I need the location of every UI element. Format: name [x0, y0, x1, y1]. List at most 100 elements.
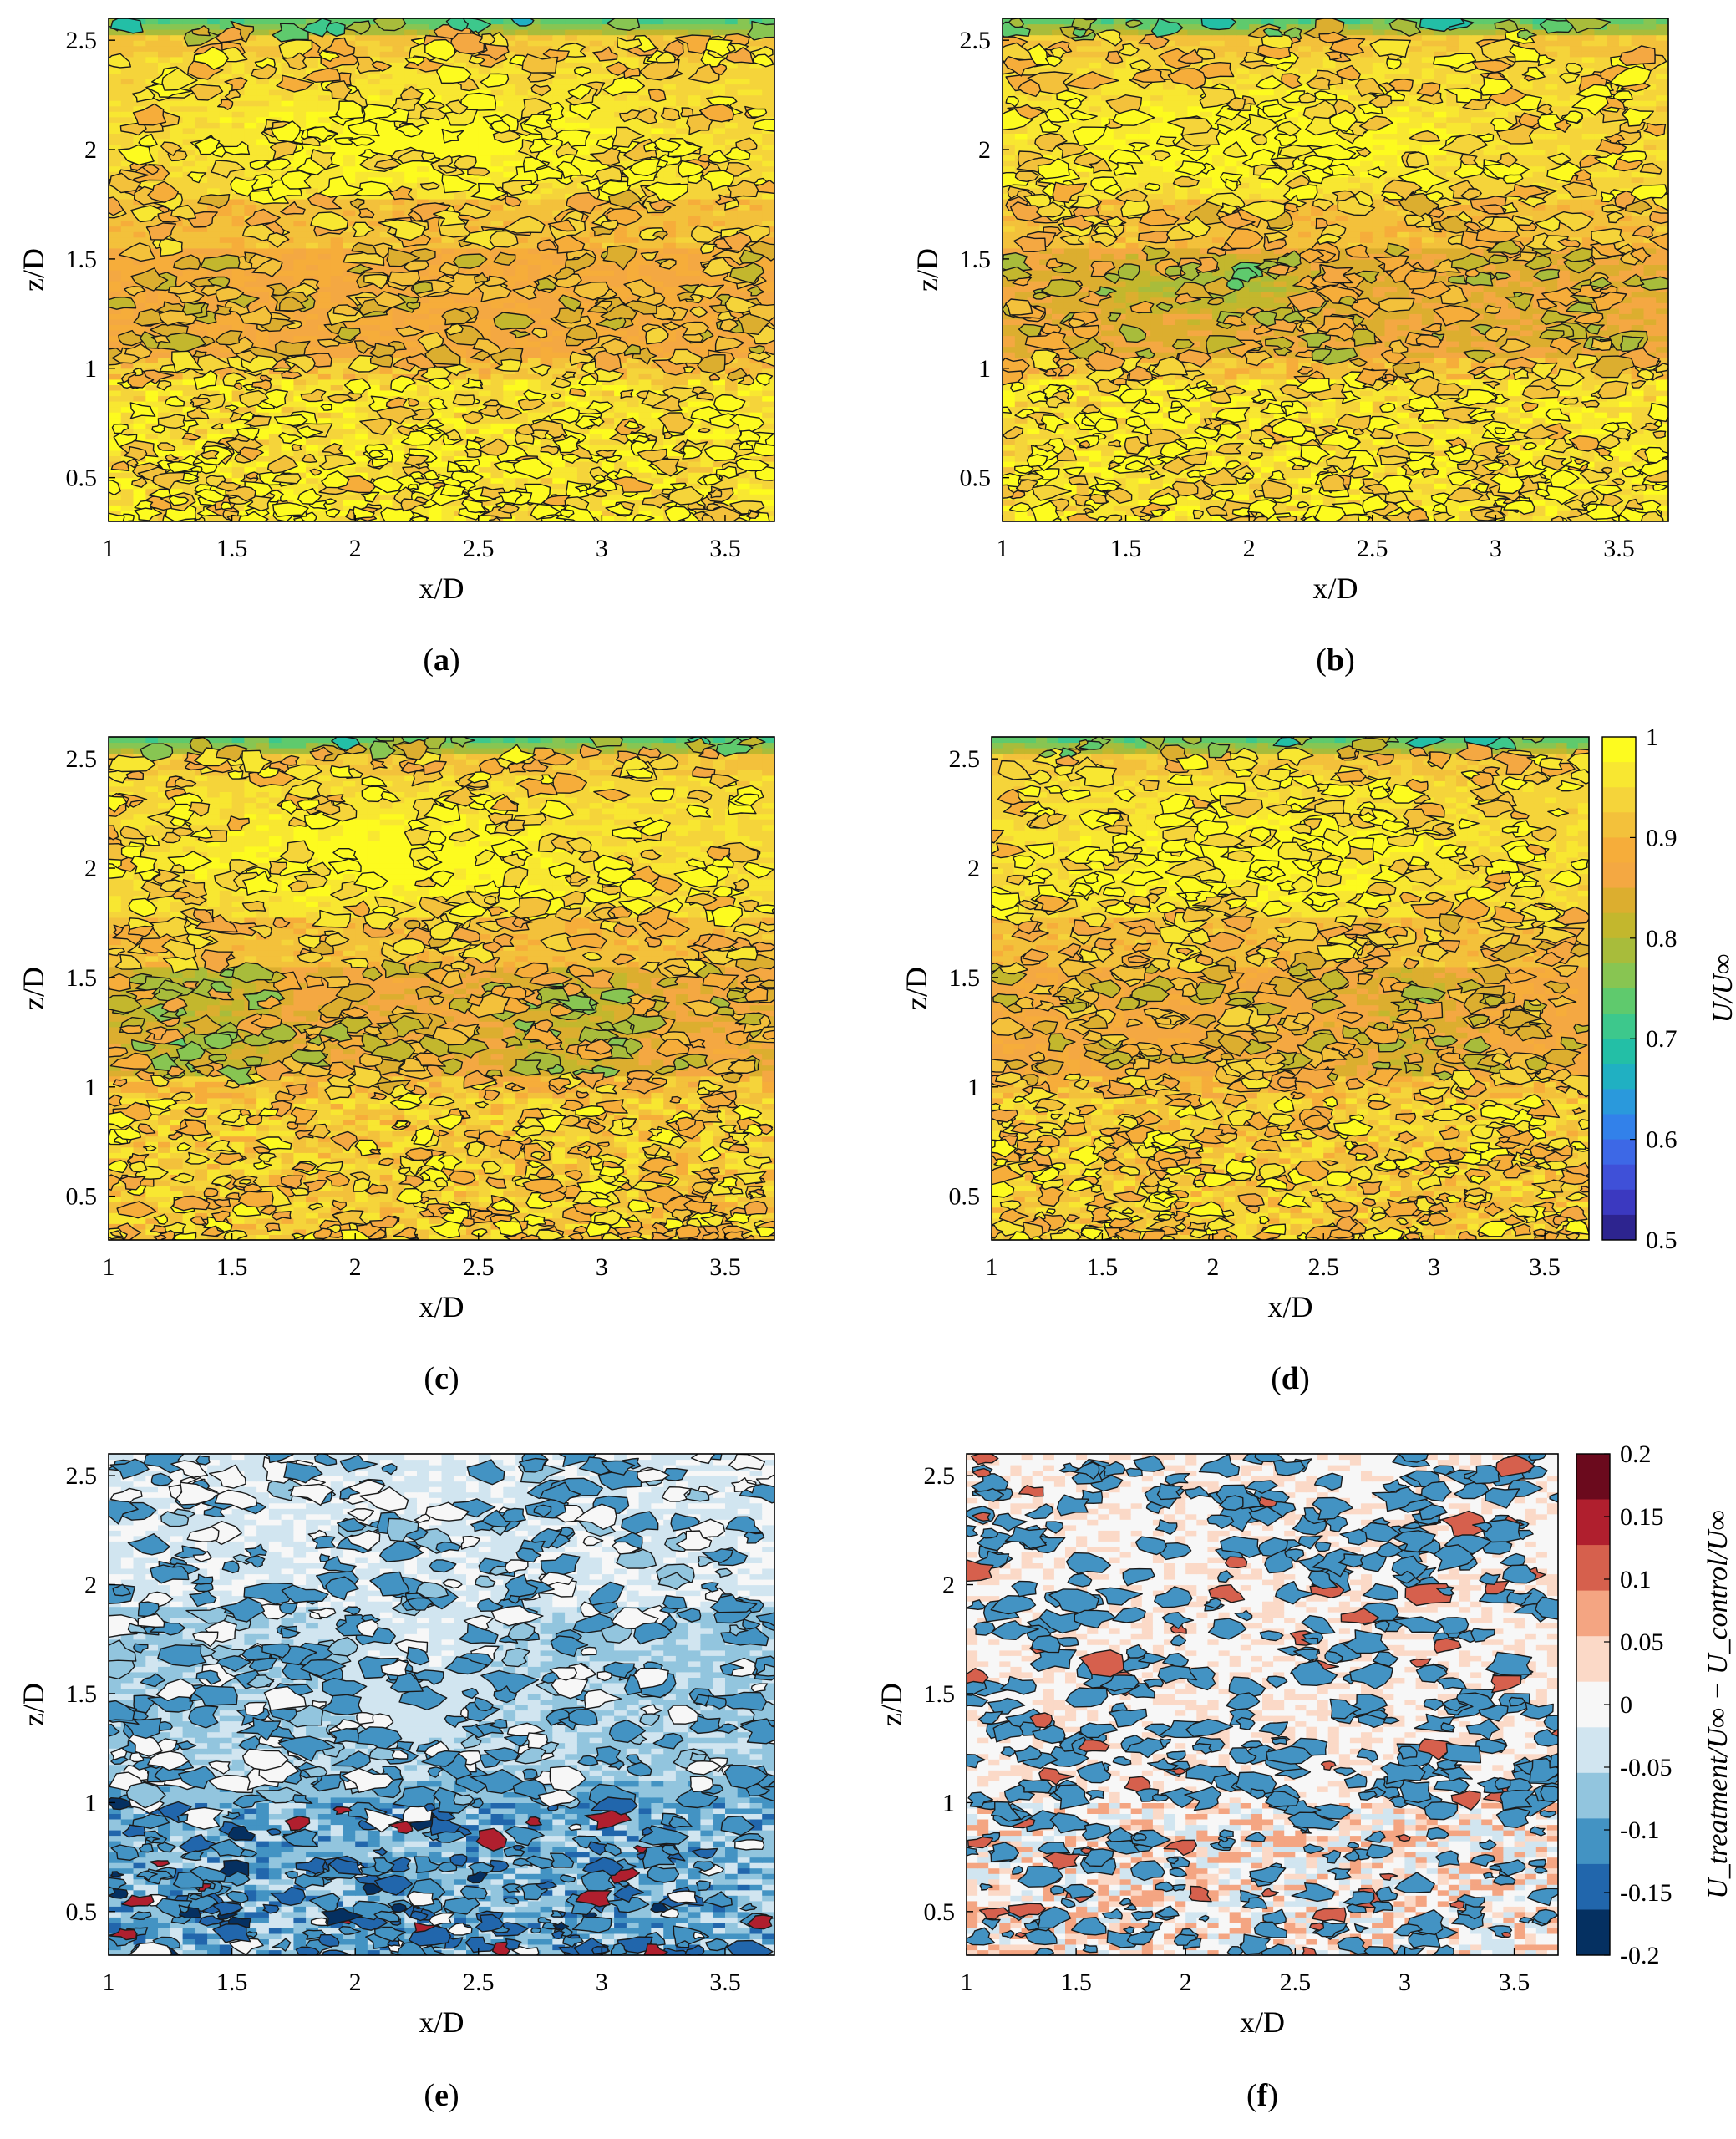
y-tick-label: 0.5 [66, 465, 98, 492]
x-tick-label: 2.5 [1357, 535, 1388, 562]
x-tick-label: 1.5 [1060, 1969, 1092, 1996]
colorbar-swatch [1576, 1636, 1610, 1683]
colorbar-swatch [1602, 762, 1636, 788]
x-tick-label: 2.5 [463, 1253, 495, 1281]
axes-frame [991, 736, 1590, 1241]
y-tick-label: 0.5 [949, 1183, 981, 1211]
y-tick-label: 2 [84, 136, 97, 164]
x-tick-label: 1 [103, 1253, 115, 1281]
colorbar-swatch [1602, 812, 1636, 838]
colorbar-speed: 1 0.9 0.8 0.7 0.6 0.5 U/U∞ [1601, 724, 1736, 1254]
y-axis-label: z/D [17, 967, 50, 1010]
panel-caption-a: (a) [423, 643, 459, 678]
y-axis-label: z/D [900, 967, 933, 1010]
y-tick-label: 2.5 [66, 27, 98, 54]
contour-field-a [109, 18, 774, 521]
x-tick-label: 2.5 [1307, 1253, 1339, 1281]
contour-field-d [992, 737, 1589, 1240]
colorbar-swatch [1602, 1089, 1636, 1115]
x-tick-label: 3 [1490, 535, 1502, 562]
colorbar-swatch [1602, 837, 1636, 863]
y-tick-label: 1.5 [66, 1680, 98, 1708]
y-tick-label: 2.5 [924, 1462, 956, 1490]
colorbars-layer: 1 0.9 0.8 0.7 0.6 0.5 U/U∞ 0.2 0.15 0.1 0.05 0 -0.05… [1576, 724, 1736, 1969]
y-tick-label: 1.5 [66, 964, 98, 992]
colorbar-label-diff: U_treatment/U∞ − U_control/U∞ [1703, 1510, 1733, 1899]
colorbar-tick-label: 0.15 [1620, 1503, 1664, 1531]
colorbar-tick-label: -0.1 [1620, 1816, 1660, 1844]
x-tick-label: 2.5 [463, 1969, 495, 1996]
x-tick-label: 2.5 [1280, 1969, 1312, 1996]
colorbar-swatch [1602, 862, 1636, 889]
colorbar-swatch [1602, 1014, 1636, 1039]
colorbar-tick-label: -0.2 [1620, 1942, 1660, 1969]
colorbar-tick-label: 0.2 [1620, 1440, 1652, 1468]
x-tick-label: 1.5 [1110, 535, 1142, 562]
y-tick-label: 1.5 [924, 1680, 956, 1708]
x-tick-label: 1 [103, 535, 115, 562]
x-tick-label: 3 [1428, 1253, 1440, 1281]
axes-frame [966, 1453, 1559, 1956]
colorbar-tick-label: 0.6 [1646, 1126, 1678, 1154]
colorbar-swatch [1602, 1114, 1636, 1141]
colorbar-swatch [1576, 1499, 1610, 1546]
x-tick-label: 1 [986, 1253, 998, 1281]
x-tick-label: 2 [349, 535, 362, 562]
y-tick-label: 1.5 [960, 246, 992, 273]
panel-f: 1 1.5 2 2.5 3 3.5 0.5 1 1.5 2 2.5 x/D z/D (f) [875, 1453, 1559, 2113]
y-tick-label: 2.5 [66, 745, 98, 773]
y-tick-label: 2 [978, 136, 991, 164]
x-tick-label: 1.5 [1087, 1253, 1119, 1281]
colorbar-swatch [1576, 1727, 1610, 1774]
colorbar-tick-label: 0.1 [1620, 1566, 1652, 1593]
y-tick-label: 2.5 [960, 27, 992, 54]
colorbar-swatch [1576, 1909, 1610, 1956]
y-tick-label: 2 [967, 855, 980, 882]
colorbar-swatch [1602, 963, 1636, 989]
x-tick-label: 2 [349, 1969, 362, 1996]
x-tick-label: 3.5 [1529, 1253, 1561, 1281]
colorbar-swatch [1602, 988, 1636, 1014]
axes-frame [108, 1453, 775, 1956]
y-tick-label: 0.5 [924, 1898, 956, 1926]
x-tick-label: 1 [103, 1969, 115, 1996]
panel-caption-e: (e) [424, 2078, 459, 2113]
colorbar-tick-label: 0.9 [1646, 824, 1678, 851]
y-tick-label: 1 [942, 1789, 955, 1816]
x-tick-label: 1.5 [216, 1253, 248, 1281]
y-tick-label: 2 [84, 1572, 97, 1599]
x-axis-label: x/D [1240, 2005, 1285, 2039]
y-tick-label: 2.5 [66, 1462, 98, 1490]
y-axis-label: z/D [911, 248, 944, 292]
colorbar-swatch [1602, 1139, 1636, 1166]
axes-frame [108, 736, 775, 1241]
y-tick-label: 2 [84, 855, 97, 882]
colorbar-tick-label: -0.05 [1620, 1754, 1673, 1781]
x-axis-label: x/D [1268, 1290, 1313, 1324]
x-tick-label: 3 [596, 1253, 608, 1281]
colorbar-frame [1601, 736, 1637, 1241]
colorbar-swatch [1602, 787, 1636, 813]
colorbar-swatch [1602, 937, 1636, 964]
colorbar-swatch [1602, 912, 1636, 939]
y-axis-label: z/D [875, 1683, 908, 1726]
x-tick-label: 2 [349, 1253, 362, 1281]
panel-c: 1 1.5 2 2.5 3 3.5 0.5 1 1.5 2 2.5 x/D z/D (c) [17, 736, 775, 1396]
y-tick-label: 1 [84, 1789, 97, 1816]
y-tick-label: 1 [967, 1074, 980, 1101]
colorbar-label-speed: U/U∞ [1708, 954, 1736, 1024]
colorbar-swatch [1576, 1772, 1610, 1819]
x-tick-label: 3 [1398, 1969, 1411, 1996]
x-tick-label: 1.5 [216, 535, 248, 562]
x-tick-label: 2 [1180, 1969, 1192, 1996]
y-tick-label: 0.5 [960, 465, 992, 492]
x-tick-label: 1 [997, 535, 1009, 562]
colorbar-swatch [1602, 737, 1636, 763]
colorbar-tick-label: -0.15 [1620, 1879, 1673, 1907]
x-tick-label: 3.5 [1499, 1969, 1530, 1996]
x-axis-label: x/D [419, 572, 464, 605]
colorbar-tick-label: 1 [1646, 724, 1658, 751]
y-tick-label: 2 [942, 1572, 955, 1599]
y-tick-label: 1.5 [66, 246, 98, 273]
x-axis-label: x/D [419, 2005, 464, 2039]
